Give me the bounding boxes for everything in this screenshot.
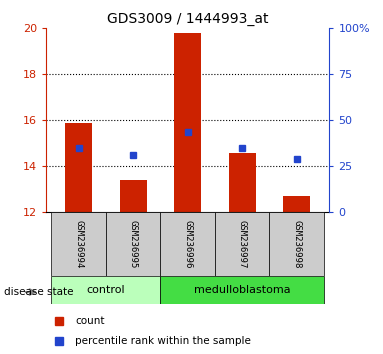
Bar bbox=[160, 276, 324, 304]
Text: percentile rank within the sample: percentile rank within the sample bbox=[75, 336, 251, 346]
Bar bbox=[51, 276, 160, 304]
Bar bbox=[174, 33, 201, 212]
Text: GSM236997: GSM236997 bbox=[238, 220, 247, 268]
Bar bbox=[51, 212, 106, 276]
Bar bbox=[269, 212, 324, 276]
Bar bbox=[160, 212, 215, 276]
Bar bbox=[283, 196, 310, 212]
Text: control: control bbox=[87, 285, 125, 295]
Text: GSM236996: GSM236996 bbox=[183, 220, 192, 268]
Text: disease state: disease state bbox=[4, 287, 73, 297]
Text: count: count bbox=[75, 316, 105, 326]
Text: GSM236994: GSM236994 bbox=[74, 220, 83, 268]
Bar bbox=[215, 212, 269, 276]
Bar bbox=[229, 153, 256, 212]
Title: GDS3009 / 1444993_at: GDS3009 / 1444993_at bbox=[107, 12, 268, 26]
Text: medulloblastoma: medulloblastoma bbox=[194, 285, 290, 295]
Bar bbox=[119, 180, 147, 212]
Bar bbox=[65, 123, 92, 212]
Bar bbox=[106, 212, 160, 276]
Text: GSM236995: GSM236995 bbox=[129, 220, 137, 268]
Text: GSM236998: GSM236998 bbox=[292, 220, 301, 268]
